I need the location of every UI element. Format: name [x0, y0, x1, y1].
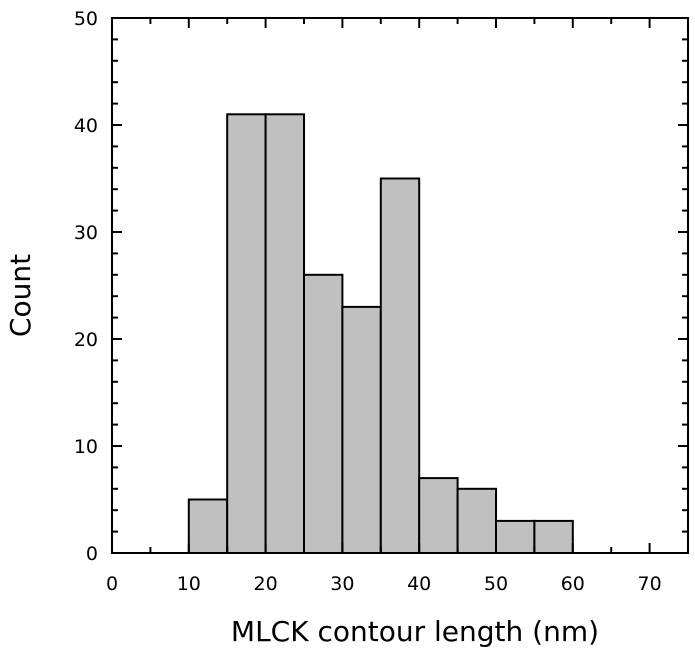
histogram-bar — [226, 113, 267, 555]
histogram-bar — [341, 305, 382, 554]
x-tick-label: 40 — [407, 573, 431, 595]
histogram-bar — [495, 519, 536, 555]
x-tick-label: 50 — [484, 573, 508, 595]
y-tick-label: 10 — [74, 436, 98, 458]
y-axis-title: Count — [4, 254, 37, 337]
plot-frame — [111, 17, 689, 554]
histogram-bar — [264, 113, 306, 555]
x-tick-label: 20 — [254, 573, 278, 595]
x-tick-label: 30 — [330, 573, 354, 595]
x-tick-label: 70 — [638, 573, 662, 595]
bars-layer — [187, 113, 574, 555]
x-tick-label: 0 — [106, 573, 118, 595]
x-tick-label: 10 — [177, 573, 201, 595]
y-tick-label: 30 — [74, 222, 98, 244]
y-tick-label: 50 — [74, 8, 98, 30]
histogram-bar — [533, 519, 574, 555]
histogram-bar — [418, 477, 459, 555]
y-tick-label: 0 — [86, 543, 98, 565]
histogram-bar — [456, 487, 498, 554]
tick-labels-layer: 0 10 20 30 40 50 60 70 0 10 20 30 40 50 — [74, 8, 662, 595]
x-axis-title: MLCK contour length (nm) — [231, 615, 599, 648]
y-tick-label: 20 — [74, 329, 98, 351]
x-tick-label: 60 — [561, 573, 585, 595]
histogram-bar — [187, 498, 229, 554]
histogram-bar — [303, 273, 344, 554]
histogram-bar — [379, 177, 421, 554]
y-tick-label: 40 — [74, 115, 98, 137]
